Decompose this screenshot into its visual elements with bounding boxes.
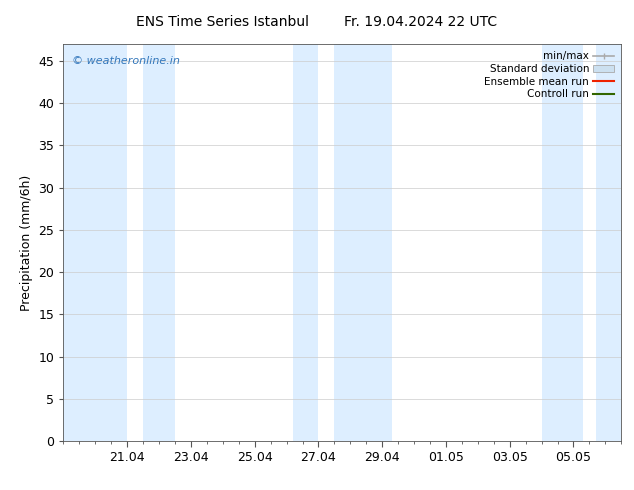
Bar [293, 44, 318, 441]
Y-axis label: Precipitation (mm/6h): Precipitation (mm/6h) [20, 174, 33, 311]
Bar [596, 44, 621, 441]
Legend: min/max, Standard deviation, Ensemble mean run, Controll run: min/max, Standard deviation, Ensemble me… [480, 47, 618, 103]
Bar [63, 44, 127, 441]
Text: ENS Time Series Istanbul        Fr. 19.04.2024 22 UTC: ENS Time Series Istanbul Fr. 19.04.2024 … [136, 15, 498, 29]
Bar [541, 44, 583, 441]
Bar [334, 44, 392, 441]
Text: © weatheronline.in: © weatheronline.in [72, 56, 179, 66]
Bar [143, 44, 175, 441]
